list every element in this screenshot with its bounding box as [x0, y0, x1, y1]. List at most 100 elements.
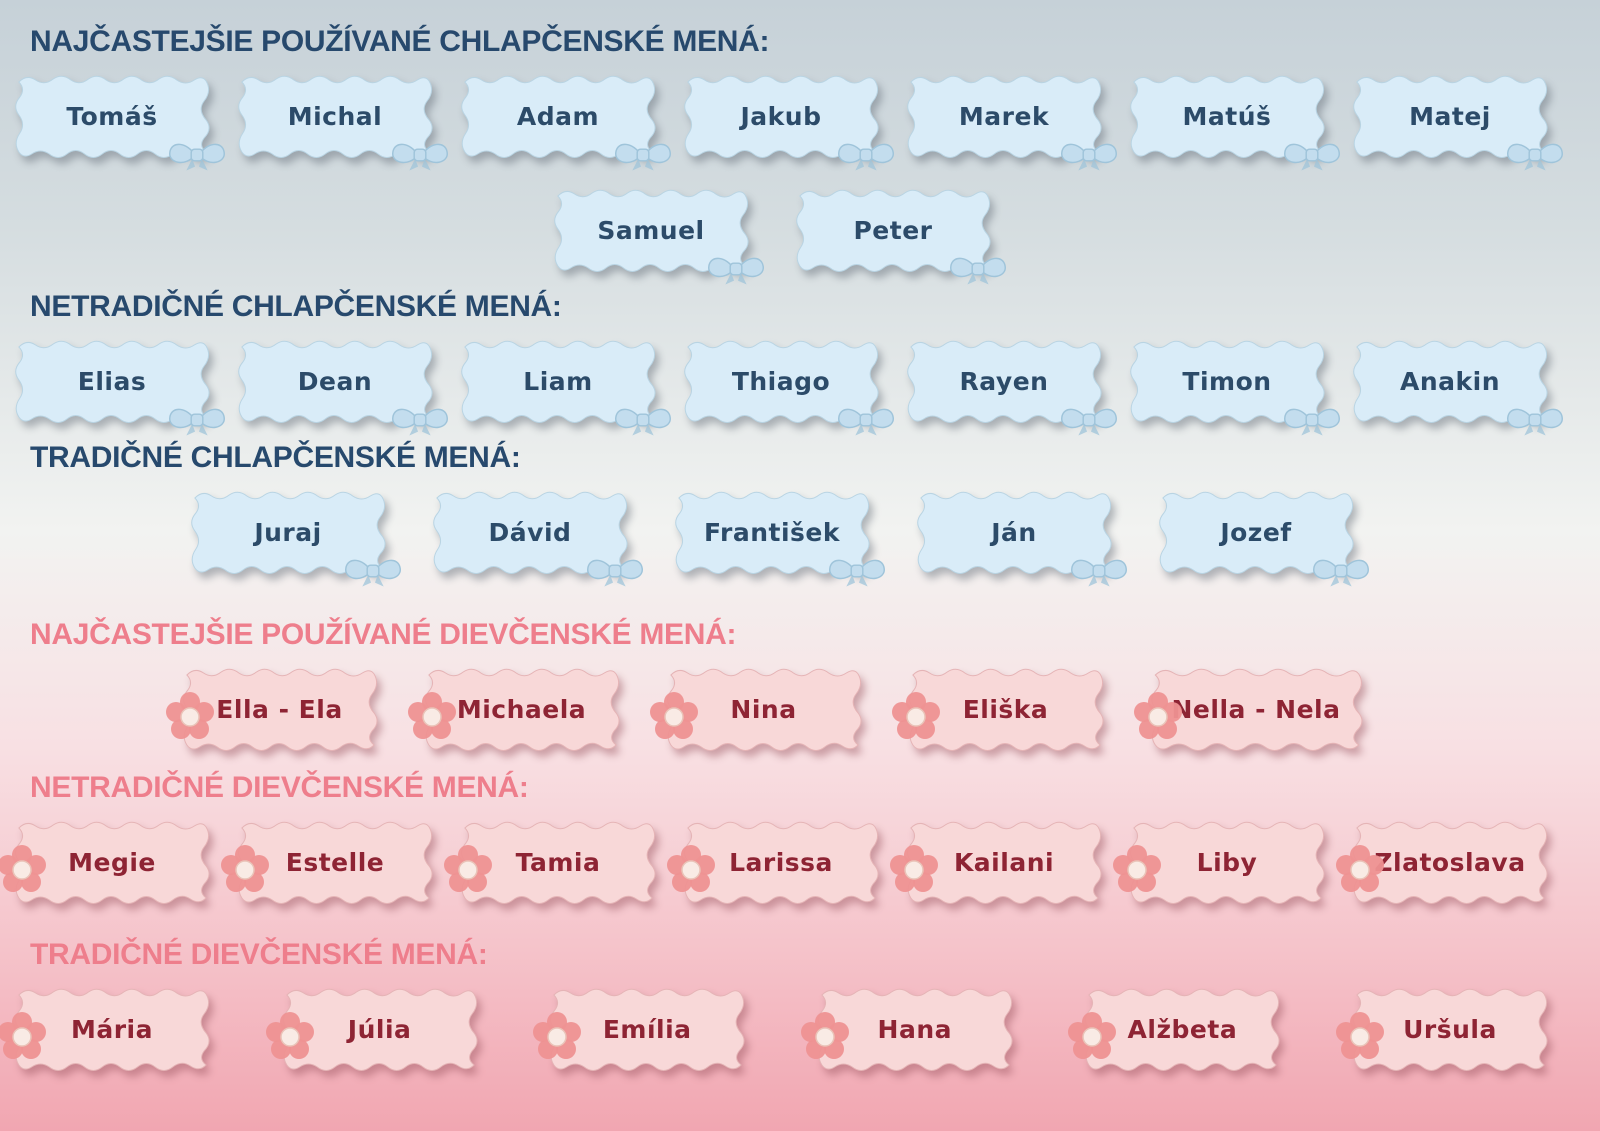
- bow-icon: [707, 257, 765, 286]
- name-tag: Marek: [906, 71, 1118, 172]
- sections: NAJČASTEJŠIE POUŽÍVANÉ CHLAPČENSKÉ MENÁ:…: [0, 24, 1600, 1074]
- name-label: Thiago: [731, 366, 831, 396]
- bow-icon: [837, 408, 895, 437]
- name-label: Ján: [991, 517, 1037, 547]
- name-tag: Juraj: [190, 487, 402, 588]
- name-row: Juraj Dávid František Ján Jozef: [0, 487, 1572, 588]
- name-label: František: [704, 517, 840, 547]
- bow-icon: [828, 559, 886, 588]
- name-tag: Eliška: [890, 664, 1104, 754]
- name-label: Michaela: [456, 694, 587, 724]
- name-row: Mária Júlia Emília Hana Alžbeta Uršula: [0, 984, 1600, 1074]
- bow-icon: [1506, 408, 1564, 437]
- name-tag: Michal: [237, 71, 449, 172]
- name-tag: Tomáš: [14, 71, 226, 172]
- name-label: Juraj: [254, 517, 322, 547]
- bow-icon: [1283, 408, 1341, 437]
- name-label: Tamia: [515, 847, 601, 877]
- bow-icon: [344, 559, 402, 588]
- name-row: Samuel Peter: [0, 185, 1572, 286]
- bow-icon: [586, 559, 644, 588]
- name-tag: Anakin: [1352, 336, 1564, 437]
- bow-icon: [1283, 143, 1341, 172]
- name-tag: Liam: [460, 336, 672, 437]
- name-label: Alžbeta: [1127, 1014, 1238, 1044]
- section-girls-untraditional: NETRADIČNÉ DIEVČENSKÉ MENÁ: Megie Estelle T…: [0, 770, 1600, 907]
- flower-icon: [164, 691, 215, 740]
- name-tag: Mária: [0, 984, 210, 1074]
- name-tag: Rayen: [906, 336, 1118, 437]
- name-label: Emília: [602, 1014, 692, 1044]
- name-tag: Adam: [460, 71, 672, 172]
- name-tag: Kailani: [889, 817, 1102, 907]
- bow-icon: [1060, 408, 1118, 437]
- section-heading: TRADIČNÉ CHLAPČENSKÉ MENÁ:: [30, 441, 521, 474]
- bow-icon: [837, 143, 895, 172]
- name-tag: Thiago: [683, 336, 895, 437]
- name-tag: Larissa: [666, 817, 879, 907]
- name-tag: Michaela: [406, 664, 620, 754]
- bow-icon: [614, 408, 672, 437]
- flower-icon: [0, 1011, 47, 1060]
- section-boys-untraditional: NETRADIČNÉ CHLAPČENSKÉ MENÁ: Elias Dean Lia…: [0, 289, 1600, 437]
- name-tag: Matej: [1352, 71, 1564, 172]
- bow-icon: [1312, 559, 1370, 588]
- name-tag: Jozef: [1158, 487, 1370, 588]
- name-label: Dean: [297, 366, 373, 396]
- flower-icon: [532, 1011, 582, 1060]
- bow-icon: [614, 143, 672, 172]
- name-row: Megie Estelle Tamia Larissa Kailani Liby Zlato…: [0, 817, 1600, 907]
- name-label: Elias: [77, 366, 147, 396]
- name-label: Peter: [853, 215, 933, 245]
- flower-icon: [0, 844, 47, 893]
- name-tag: Nina: [648, 664, 862, 754]
- section-heading: TRADIČNÉ DIEVČENSKÉ MENÁ:: [30, 938, 488, 971]
- flower-icon: [443, 844, 493, 893]
- flower-icon: [220, 844, 270, 893]
- name-tag: Peter: [795, 185, 1007, 286]
- name-label: Jozef: [1220, 517, 1292, 547]
- name-label: Anakin: [1399, 366, 1500, 396]
- name-tag: Matúš: [1129, 71, 1341, 172]
- name-label: Hana: [877, 1014, 953, 1044]
- bow-icon: [168, 408, 226, 437]
- name-label: Dávid: [488, 517, 572, 547]
- name-tag: Tamia: [443, 817, 656, 907]
- name-label: Megie: [68, 847, 156, 877]
- name-label: Eliška: [962, 694, 1049, 724]
- flower-icon: [889, 844, 939, 893]
- bow-icon: [391, 408, 449, 437]
- name-tag: Estelle: [220, 817, 433, 907]
- name-tag: Samuel: [553, 185, 765, 286]
- name-label: Tomáš: [66, 101, 158, 131]
- bow-icon: [391, 143, 449, 172]
- flower-icon: [1335, 844, 1385, 893]
- name-label: Kailani: [953, 847, 1055, 877]
- flower-icon: [264, 1011, 315, 1060]
- section-girls-traditional: TRADIČNÉ DIEVČENSKÉ MENÁ: Mária Júlia Emíli…: [0, 937, 1600, 1074]
- name-row: Ella - Ela Michaela Nina Eliška Nella - Nela: [0, 664, 1572, 754]
- name-tag: Jakub: [683, 71, 895, 172]
- name-tag: Zlatoslava: [1335, 817, 1548, 907]
- name-tag: Dean: [237, 336, 449, 437]
- name-tag: František: [674, 487, 886, 588]
- section-heading: NAJČASTEJŠIE POUŽÍVANÉ DIEVČENSKÉ MENÁ:: [30, 618, 737, 651]
- name-label: Matej: [1409, 101, 1491, 131]
- section-heading: NAJČASTEJŠIE POUŽÍVANÉ CHLAPČENSKÉ MENÁ:: [30, 25, 770, 58]
- name-tag: Elias: [14, 336, 226, 437]
- name-tag: Ján: [916, 487, 1128, 588]
- section-girls-common: NAJČASTEJŠIE POUŽÍVANÉ DIEVČENSKÉ MENÁ: E…: [0, 617, 1600, 754]
- name-label: Jakub: [740, 101, 822, 131]
- name-label: Mária: [70, 1014, 154, 1044]
- name-tag: Dávid: [432, 487, 644, 588]
- flower-icon: [800, 1011, 850, 1060]
- name-label: Uršula: [1403, 1014, 1497, 1044]
- name-label: Marek: [958, 101, 1050, 131]
- name-tag: Nella - Nela: [1132, 664, 1363, 754]
- name-tag: Timon: [1129, 336, 1341, 437]
- flower-icon: [1132, 691, 1183, 740]
- bow-icon: [949, 257, 1007, 286]
- name-tag: Hana: [800, 984, 1013, 1074]
- flower-icon: [1112, 844, 1162, 893]
- name-label: Adam: [516, 101, 600, 131]
